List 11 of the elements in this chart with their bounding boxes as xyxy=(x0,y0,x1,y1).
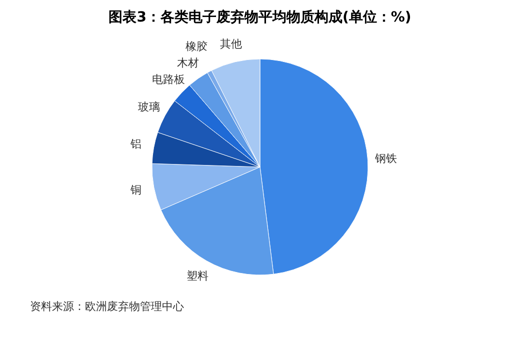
slice-label: 塑料 xyxy=(186,269,209,282)
text: 资料来源：欧洲废弃物管理中心 xyxy=(30,300,184,313)
slice-label: 橡胶 xyxy=(185,40,208,53)
slice-label: 电路板 xyxy=(152,73,186,86)
slice-label: 铝 xyxy=(130,138,142,151)
slice-label: 玻璃 xyxy=(138,100,160,114)
slice-label: 铜 xyxy=(130,184,142,197)
slice-label: 钢铁 xyxy=(374,152,397,166)
chart-title: 图表3：各类电子废弃物平均物质构成(单位：%) xyxy=(108,8,412,26)
slice-label: 木材 xyxy=(176,56,199,70)
slice-label: 其他 xyxy=(220,37,242,50)
